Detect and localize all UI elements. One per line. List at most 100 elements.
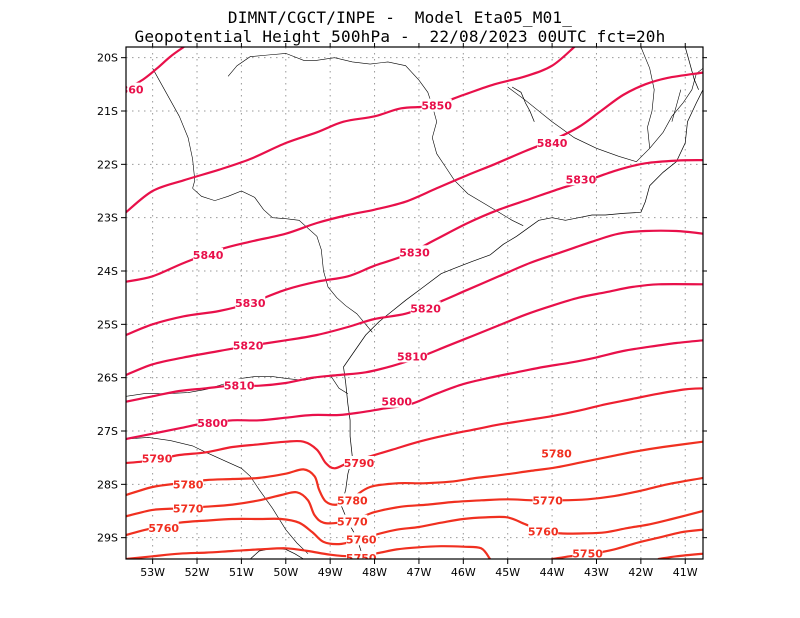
y-tick-label: 22S (97, 158, 118, 171)
contour-label: 5810 (224, 380, 255, 393)
state-border (227, 53, 524, 226)
contour-label-bg (346, 532, 377, 546)
state-border (126, 437, 309, 554)
contour-5840 (126, 71, 703, 283)
contour-label-bg (421, 98, 452, 112)
coastline (250, 47, 703, 559)
contour-label: 5780 (173, 478, 204, 491)
contour-label-bg (541, 446, 572, 460)
y-tick-label: 25S (97, 318, 118, 331)
contour-label: 5820 (233, 340, 264, 353)
contour-label-bg (173, 501, 204, 515)
contour-label: 5750 (346, 552, 377, 565)
contour-label-bg (197, 416, 228, 429)
y-tick-label: 29S (97, 532, 118, 545)
x-tick-label: 44W (540, 566, 565, 579)
contour-label-bg (397, 349, 428, 363)
y-tick-label: 23S (97, 212, 118, 225)
graticule-grid (126, 47, 703, 559)
x-tick-label: 45W (495, 566, 520, 579)
contour-5790 (126, 387, 703, 470)
y-tick-label: 27S (97, 425, 118, 438)
coastline-segment (340, 89, 703, 559)
contour-label: 5770 (532, 494, 563, 507)
x-tick-label: 43W (584, 566, 609, 579)
contour-5760 (126, 509, 703, 546)
contour-5860 (126, 47, 185, 91)
contour-label: 5830 (566, 173, 597, 186)
y-tick-label: 20S (97, 52, 118, 65)
contour-5740 (657, 552, 703, 559)
contour-label-bg (572, 546, 603, 559)
contour-label-bg (346, 550, 377, 559)
contour-label-bg (337, 514, 368, 528)
x-tick-label: 51W (229, 566, 254, 579)
x-tick-label: 47W (407, 566, 432, 579)
contour-label-bg (224, 378, 255, 392)
latitude-axis: 20S 21S 22S 23S 24S 25S 26S 27S 28S 29S (97, 52, 707, 545)
contour-label-bg (148, 521, 179, 535)
contour-label-bg (193, 248, 224, 261)
contour-label-bg (344, 456, 375, 469)
coastline-segment (684, 47, 699, 90)
x-tick-label: 52W (185, 566, 210, 579)
x-tick-label: 48W (362, 566, 387, 579)
political-borders (126, 47, 703, 554)
contour-label-bg (233, 338, 264, 352)
y-tick-label: 26S (97, 372, 118, 385)
contour-label-bg (337, 493, 368, 507)
x-tick-label: 46W (451, 566, 476, 579)
longitude-axis: 53W 52W 51W 50W 49W 48W 47W 46W 45W 44W 43W 42W 41W (140, 43, 698, 579)
contour-label: 5820 (410, 302, 441, 315)
contour-5780 (126, 440, 703, 506)
contour-label: 5800 (197, 417, 228, 430)
contour-label: 5850 (421, 100, 452, 113)
contour-label: 5760 (148, 522, 179, 535)
contour-5750 (126, 545, 492, 559)
contour-label-bg (381, 394, 412, 408)
x-tick-label: 49W (318, 566, 343, 579)
contour-label-bg (565, 172, 596, 186)
contour-labels: 5860 5850 5840 5830 5840 5830 5830 5820 5820 5810… (113, 82, 603, 565)
y-tick-label: 21S (97, 105, 118, 118)
contour-label: 5810 (397, 350, 428, 363)
contour-label: 5760 (528, 525, 559, 538)
chart-title-line1: DIMNT/CGCT/INPE - Model Eta05_M01_ (227, 8, 573, 27)
y-tick-label: 24S (97, 265, 118, 278)
x-tick-label: 50W (273, 566, 298, 579)
map-frame (125, 46, 704, 560)
state-border (152, 68, 196, 189)
contour-label-bg (142, 451, 173, 465)
contour-label-bg (399, 245, 430, 259)
state-border (671, 89, 682, 122)
contour-label: 5760 (346, 533, 377, 546)
contour-label: 5790 (344, 457, 375, 470)
contour-5750 (551, 528, 703, 559)
contour-5850 (126, 47, 576, 214)
contour-label-bg (173, 477, 204, 491)
x-tick-label: 53W (140, 566, 165, 579)
contour-label-bg (537, 136, 568, 149)
contour-label: 5830 (399, 246, 430, 259)
x-tick-label: 42W (628, 566, 653, 579)
contour-label: 5780 (541, 447, 572, 460)
coastline-segment (511, 86, 535, 122)
contour-label: 5830 (235, 297, 266, 310)
contour-label-bg (528, 524, 559, 538)
state-border (507, 68, 703, 163)
y-tick-label: 28S (97, 478, 118, 491)
contour-label: 5840 (537, 137, 568, 150)
contour-label: 5770 (173, 502, 204, 515)
contour-label: 5750 (572, 548, 603, 561)
state-border (640, 47, 655, 149)
contour-label: 5860 (113, 84, 144, 97)
contour-label-bg (410, 301, 441, 315)
contour-label: 5800 (381, 396, 412, 409)
chart-title-line2: Geopotential Height 500hPa - 22/08/2023 … (134, 27, 666, 46)
contour-label-bg (126, 82, 144, 96)
contour-label-bg (532, 493, 563, 507)
contour-label: 5780 (337, 494, 368, 507)
contour-label: 5770 (337, 516, 368, 529)
x-tick-label: 41W (673, 566, 698, 579)
